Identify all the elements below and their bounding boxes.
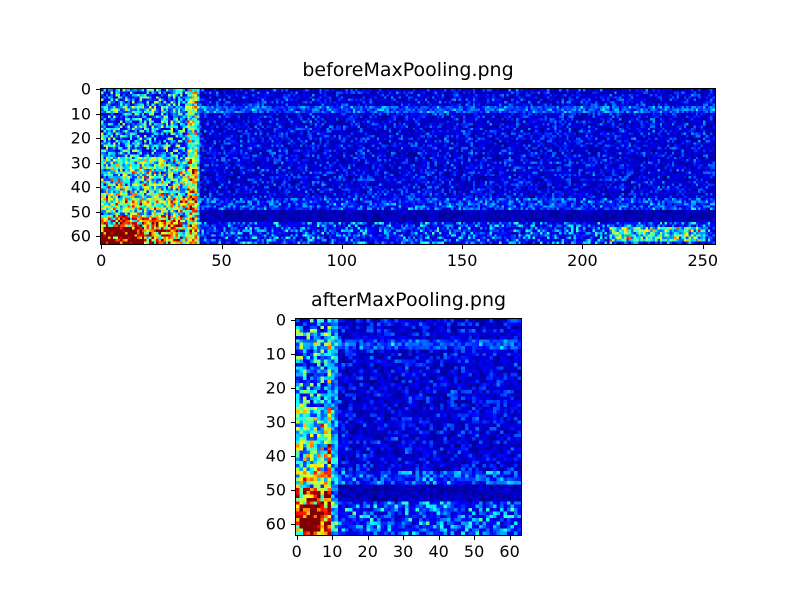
y-tick-mark xyxy=(291,421,295,423)
x-tick-mark xyxy=(462,245,464,249)
axes-frame xyxy=(295,318,522,536)
y-tick-label: 60 xyxy=(70,226,91,246)
y-tick-label: 30 xyxy=(265,412,286,432)
y-tick-mark xyxy=(96,162,100,164)
plot-before-maxpooling: beforeMaxPooling.png 0 50 100 150 200 250 0 10… xyxy=(71,59,718,270)
x-tick-mark xyxy=(582,245,584,249)
x-tick-mark xyxy=(403,536,405,540)
y-tick-mark xyxy=(96,211,100,213)
y-tick-label: 30 xyxy=(70,153,91,173)
y-tick-mark xyxy=(291,490,295,492)
x-tick-label: 30 xyxy=(392,542,414,561)
y-tick-mark xyxy=(291,319,295,321)
y-tick-mark xyxy=(96,236,100,238)
y-tick-mark xyxy=(291,387,295,389)
y-tick-mark xyxy=(96,89,100,91)
y-tick-label: 20 xyxy=(265,378,286,398)
x-tick-mark xyxy=(367,536,369,540)
y-tick-label: 10 xyxy=(70,104,91,124)
x-tick-label: 20 xyxy=(357,542,378,561)
y-tick-mark xyxy=(96,187,100,189)
y-tick-label: 50 xyxy=(70,202,91,222)
x-tick-label: 250 xyxy=(687,251,719,270)
x-tick-label: 50 xyxy=(211,251,232,270)
plot-title-after: afterMaxPooling.png xyxy=(310,289,507,311)
y-tick-label: 40 xyxy=(70,177,91,197)
y-tick-mark xyxy=(96,138,100,140)
x-tick-label: 10 xyxy=(322,542,343,561)
y-tick-mark xyxy=(96,113,100,115)
x-tick-mark xyxy=(101,245,103,249)
y-tick-label: 50 xyxy=(265,480,286,500)
x-tick-label: 100 xyxy=(326,251,358,270)
y-tick-mark xyxy=(291,455,295,457)
x-axis-ticks: 0 50 100 150 200 250 xyxy=(96,245,719,275)
y-tick-label: 40 xyxy=(265,446,286,466)
heatmap-image xyxy=(296,319,521,535)
x-tick-label: 40 xyxy=(428,542,449,561)
x-tick-mark xyxy=(438,536,440,540)
plot-title-before: beforeMaxPooling.png xyxy=(302,59,514,81)
x-tick-mark xyxy=(474,536,476,540)
x-tick-mark xyxy=(332,536,334,540)
x-tick-mark xyxy=(221,245,223,249)
x-tick-label: 0 xyxy=(96,251,107,270)
plot-after-maxpooling: afterMaxPooling.png 0 10 20 30 40 50 60 0 10 20 3… xyxy=(266,289,522,561)
y-tick-label: 20 xyxy=(70,128,91,148)
x-tick-mark xyxy=(702,245,704,249)
x-axis-ticks: 0 10 20 30 40 50 60 xyxy=(291,536,522,566)
heatmap-image xyxy=(101,89,715,244)
y-tick-label: 10 xyxy=(265,344,286,364)
x-tick-label: 60 xyxy=(499,542,520,561)
y-axis-ticks: 0 10 20 30 40 50 60 xyxy=(44,80,100,246)
x-tick-mark xyxy=(296,536,298,540)
x-tick-label: 0 xyxy=(291,542,302,561)
x-tick-label: 150 xyxy=(446,251,478,270)
x-tick-label: 200 xyxy=(567,251,598,270)
y-tick-mark xyxy=(291,353,295,355)
x-tick-mark xyxy=(341,245,343,249)
y-tick-label: 60 xyxy=(265,514,286,534)
x-tick-mark xyxy=(509,536,511,540)
x-tick-label: 50 xyxy=(463,542,485,561)
y-tick-label: 0 xyxy=(80,79,91,99)
y-tick-mark xyxy=(291,524,295,526)
y-tick-label: 0 xyxy=(275,310,286,330)
axes-frame xyxy=(100,88,716,245)
y-axis-ticks: 0 10 20 30 40 50 60 xyxy=(239,310,295,536)
